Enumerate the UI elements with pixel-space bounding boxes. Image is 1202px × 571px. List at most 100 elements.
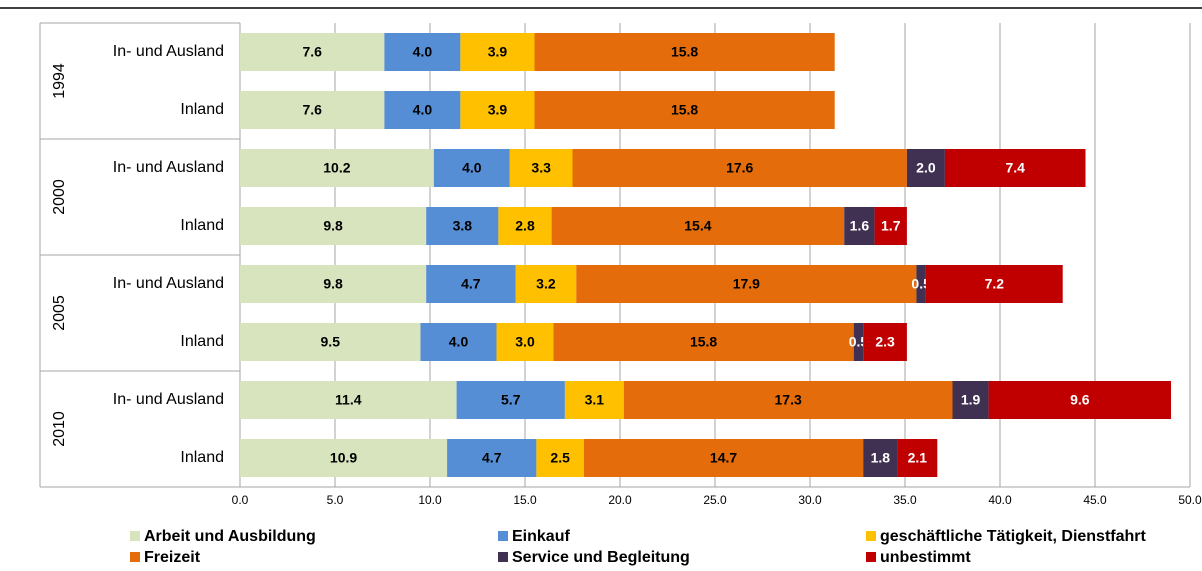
bar-segment (583, 439, 864, 477)
x-tick-label: 45.0 (1083, 493, 1107, 507)
bar-segment (553, 323, 854, 361)
value-label: 4.0 (413, 44, 433, 60)
group-label: 2005 (51, 295, 68, 331)
value-label: 2.3 (875, 334, 895, 350)
bar-segment (509, 149, 573, 187)
bar-segment (420, 323, 497, 361)
bar-segment (988, 381, 1171, 419)
x-tick-label: 20.0 (608, 493, 632, 507)
value-label: 7.6 (302, 44, 322, 60)
legend-label: geschäftliche Tätigkeit, Dienstfahrt (880, 528, 1147, 545)
value-label: 7.2 (985, 276, 1005, 292)
value-label: 4.0 (462, 160, 482, 176)
bar-segment (551, 207, 845, 245)
legend-swatch (130, 552, 140, 562)
bar-segment (534, 33, 835, 71)
bar-segment (240, 323, 421, 361)
value-label: 9.8 (323, 218, 343, 234)
value-label: 3.9 (488, 102, 508, 118)
value-label: 4.0 (449, 334, 469, 350)
x-tick-label: 0.0 (232, 493, 249, 507)
x-tick-label: 50.0 (1178, 493, 1202, 507)
value-label: 3.2 (536, 276, 556, 292)
bar-segment (576, 265, 917, 303)
bar-segment (460, 91, 535, 129)
bar-segment (496, 323, 554, 361)
group-label: 1994 (51, 63, 68, 99)
category-label: Inland (180, 449, 224, 466)
value-label: 2.0 (916, 160, 936, 176)
bar-segment (384, 33, 461, 71)
bar-segment (534, 91, 835, 129)
bar-segment (874, 207, 907, 245)
bar-segment (426, 265, 516, 303)
legend-swatch (866, 552, 876, 562)
bar-segment (240, 33, 385, 71)
value-label: 17.3 (775, 392, 802, 408)
bar-segment (564, 381, 624, 419)
legend-swatch (866, 531, 876, 541)
value-label: 1.7 (881, 218, 901, 234)
bar-segment (906, 149, 945, 187)
bar-segment (240, 207, 427, 245)
value-label: 3.1 (585, 392, 605, 408)
bar-segment (240, 149, 434, 187)
legend-label: Freizeit (144, 549, 201, 566)
category-label: In- und Ausland (113, 391, 224, 408)
bar-segment (853, 323, 864, 361)
legend-label: Service und Begleitung (512, 549, 690, 566)
legend-swatch (130, 531, 140, 541)
value-label: 3.9 (488, 44, 508, 60)
value-label: 17.6 (726, 160, 753, 176)
legend-label: unbestimmt (880, 549, 971, 566)
value-label: 15.8 (690, 334, 717, 350)
legend-label: Arbeit und Ausbildung (144, 528, 316, 545)
value-label: 10.9 (330, 450, 357, 466)
value-label: 4.7 (482, 450, 502, 466)
bar-segment (944, 149, 1086, 187)
x-tick-label: 35.0 (893, 493, 917, 507)
bar-segment (536, 439, 584, 477)
value-label: 5.7 (501, 392, 521, 408)
value-label: 17.9 (733, 276, 760, 292)
x-tick-label: 40.0 (988, 493, 1012, 507)
bar-segment (433, 149, 510, 187)
group-label: 2010 (51, 411, 68, 447)
bar-segment (572, 149, 907, 187)
category-label: In- und Ausland (113, 159, 224, 176)
legend-label: Einkauf (512, 528, 570, 545)
value-label: 15.4 (684, 218, 711, 234)
bar-segment (240, 265, 427, 303)
value-label: 3.3 (531, 160, 551, 176)
bar-segment (240, 91, 385, 129)
x-tick-label: 5.0 (327, 493, 344, 507)
bar-segment (863, 439, 898, 477)
value-label: 4.7 (461, 276, 481, 292)
x-tick-label: 30.0 (798, 493, 822, 507)
value-label: 1.9 (961, 392, 981, 408)
value-label: 7.4 (1005, 160, 1025, 176)
value-label: 2.5 (550, 450, 570, 466)
value-label: 1.6 (850, 218, 870, 234)
bar-segment (460, 33, 535, 71)
group-label: 2000 (51, 179, 68, 215)
bar-segment (925, 265, 1063, 303)
category-label: In- und Ausland (113, 275, 224, 292)
value-label: 4.0 (413, 102, 433, 118)
category-label: Inland (180, 333, 224, 350)
bar-segment (240, 439, 448, 477)
bar-segment (515, 265, 577, 303)
bar-segment (623, 381, 953, 419)
value-label: 3.8 (453, 218, 473, 234)
value-label: 2.1 (908, 450, 928, 466)
legend-swatch (498, 531, 508, 541)
value-label: 10.2 (323, 160, 350, 176)
category-label: In- und Ausland (113, 43, 224, 60)
bar-segment (863, 323, 907, 361)
value-label: 3.0 (515, 334, 535, 350)
bar-segment (897, 439, 938, 477)
value-label: 15.8 (671, 102, 698, 118)
category-label: Inland (180, 217, 224, 234)
value-label: 7.6 (302, 102, 322, 118)
